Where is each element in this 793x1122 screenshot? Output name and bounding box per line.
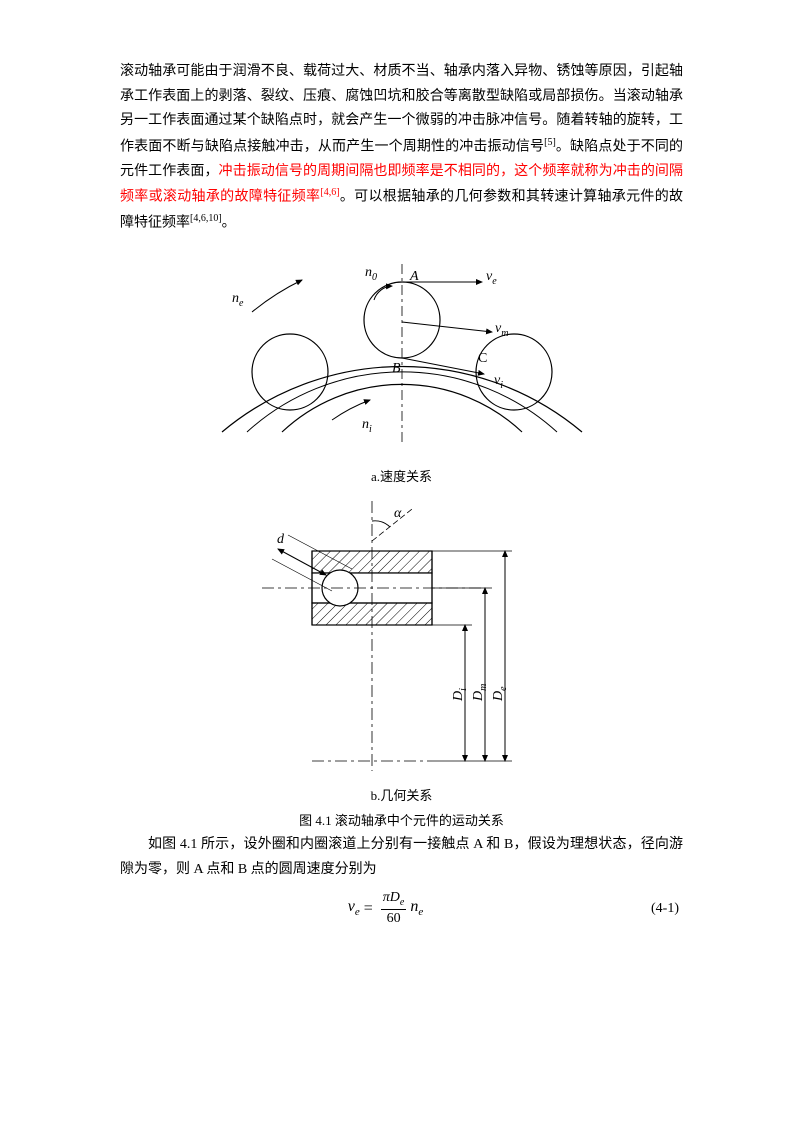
label-d: d — [277, 532, 285, 547]
label-vm: vm — [495, 321, 508, 339]
pitch-arc — [247, 372, 557, 432]
paragraph-2: 如图 4.1 所示，设外圈和内圈滚道上分别有一接触点 A 和 B，假设为理想状态… — [120, 833, 683, 882]
label-Dm: Dm — [471, 684, 489, 702]
eq-rhs: ne — [410, 898, 423, 918]
sup-ref-3: [4,6,10] — [190, 213, 222, 224]
label-n0: n0 — [365, 265, 377, 283]
figure-a-svg: A B ve vm vi C n0 ne ni — [192, 242, 612, 462]
label-vi: vi — [494, 373, 503, 391]
n0-arc — [374, 286, 392, 300]
eq-equals: = — [364, 900, 373, 918]
ball-right — [476, 334, 552, 410]
ne-arc — [252, 280, 302, 312]
equation-number: (4-1) — [651, 901, 683, 917]
ball-left — [252, 334, 328, 410]
fig-main-caption: 图 4.1 滚动轴承中个元件的运动关系 — [120, 810, 683, 829]
eq-num: πDe — [381, 890, 407, 908]
equation-row: ve = πDe 60 ne (4-1) — [120, 890, 683, 926]
label-De: De — [491, 686, 509, 702]
label-Di: Di — [451, 688, 469, 702]
eq-fraction: πDe 60 — [381, 890, 407, 926]
label-ni: ni — [362, 417, 372, 435]
p1-part4: 。 — [222, 216, 236, 231]
vm-arrow — [402, 322, 492, 332]
label-ve: ve — [486, 269, 497, 287]
figA-caption: a.速度关系 — [120, 466, 683, 485]
figB-caption: b.几何关系 — [120, 785, 683, 804]
eq-lhs: ve — [348, 898, 360, 918]
eq-frac-line — [381, 909, 407, 910]
page-root: 滚动轴承可能由于润滑不良、载荷过大、材质不当、轴承内落入异物、锈蚀等原因，引起轴… — [0, 0, 793, 967]
alpha-arc — [372, 521, 390, 527]
figure-a: A B ve vm vi C n0 ne ni — [120, 242, 683, 462]
vi-arrow — [402, 358, 484, 374]
label-ne: ne — [232, 291, 244, 309]
label-C: C — [478, 351, 487, 366]
paragraph-1: 滚动轴承可能由于润滑不良、载荷过大、材质不当、轴承内落入异物、锈蚀等原因，引起轴… — [120, 60, 683, 236]
figure-b-svg: d α Di Dm De — [222, 491, 582, 781]
eq-den: 60 — [385, 911, 403, 926]
label-alpha: α — [394, 506, 402, 521]
alpha-line — [372, 509, 412, 541]
sup-ref-1: [5] — [544, 137, 556, 148]
label-B: B — [392, 361, 401, 376]
figure-b: d α Di Dm De — [120, 491, 683, 781]
equation-body: ve = πDe 60 ne — [348, 890, 424, 926]
sup-ref-2: [4,6] — [320, 187, 339, 198]
